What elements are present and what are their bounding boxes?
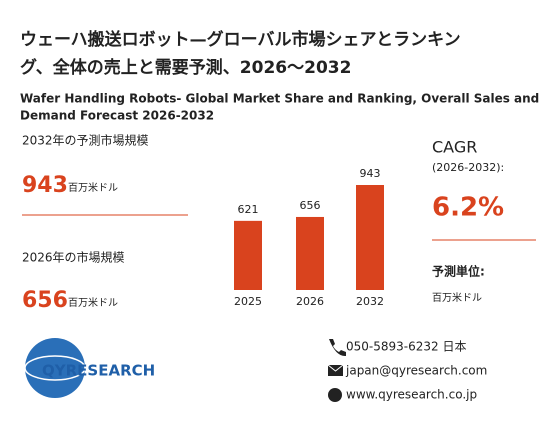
cagr-value: 6.2% [432, 193, 504, 223]
label: 2026年の市場規模 [22, 250, 125, 265]
phone: 050-5893-6232 日本 [346, 340, 466, 354]
x-tick-label: 2025 [234, 295, 262, 308]
subtitle: Demand Forecast 2026-2032 [20, 109, 214, 123]
title: グ、全体の売上と需要予測、2026～2032 [20, 57, 351, 78]
unit: 百万米ドル [68, 181, 118, 194]
title: ウェーハ搬送ロボット—グローバル市場シェアとランキン [20, 29, 461, 50]
bar [356, 185, 384, 290]
value: 656 [22, 288, 68, 313]
subtitle: Wafer Handling Robots- Global Market Sha… [20, 92, 539, 106]
bar [234, 220, 262, 290]
web: www.qyresearch.co.jp [346, 388, 477, 402]
x-tick-label: 2026 [296, 295, 324, 308]
logo-globe [25, 338, 85, 398]
cagr-label: CAGR [432, 138, 477, 157]
phone-icon [329, 339, 346, 357]
email: japan@qyresearch.com [345, 364, 487, 378]
chart: 621 2025 656 2026 943 2032 [234, 167, 384, 308]
logo-text: QYRESEARCH [42, 362, 155, 380]
web-icon [328, 388, 342, 402]
cagr-period: (2026-2032): [432, 161, 504, 174]
value: 943 [22, 173, 68, 198]
unit: 百万米ドル [432, 291, 482, 304]
unit-label: 予測単位: [432, 264, 485, 279]
mail-icon [327, 364, 344, 372]
bar [296, 216, 324, 290]
unit: 百万米ドル [68, 296, 118, 309]
x-tick-label: 2032 [356, 295, 384, 308]
label: 2032年の予測市場規模 [22, 133, 149, 148]
value-label: 656 [300, 199, 321, 212]
value-label: 621 [238, 203, 259, 216]
value-label: 943 [360, 167, 381, 180]
logo-globe [24, 355, 86, 381]
